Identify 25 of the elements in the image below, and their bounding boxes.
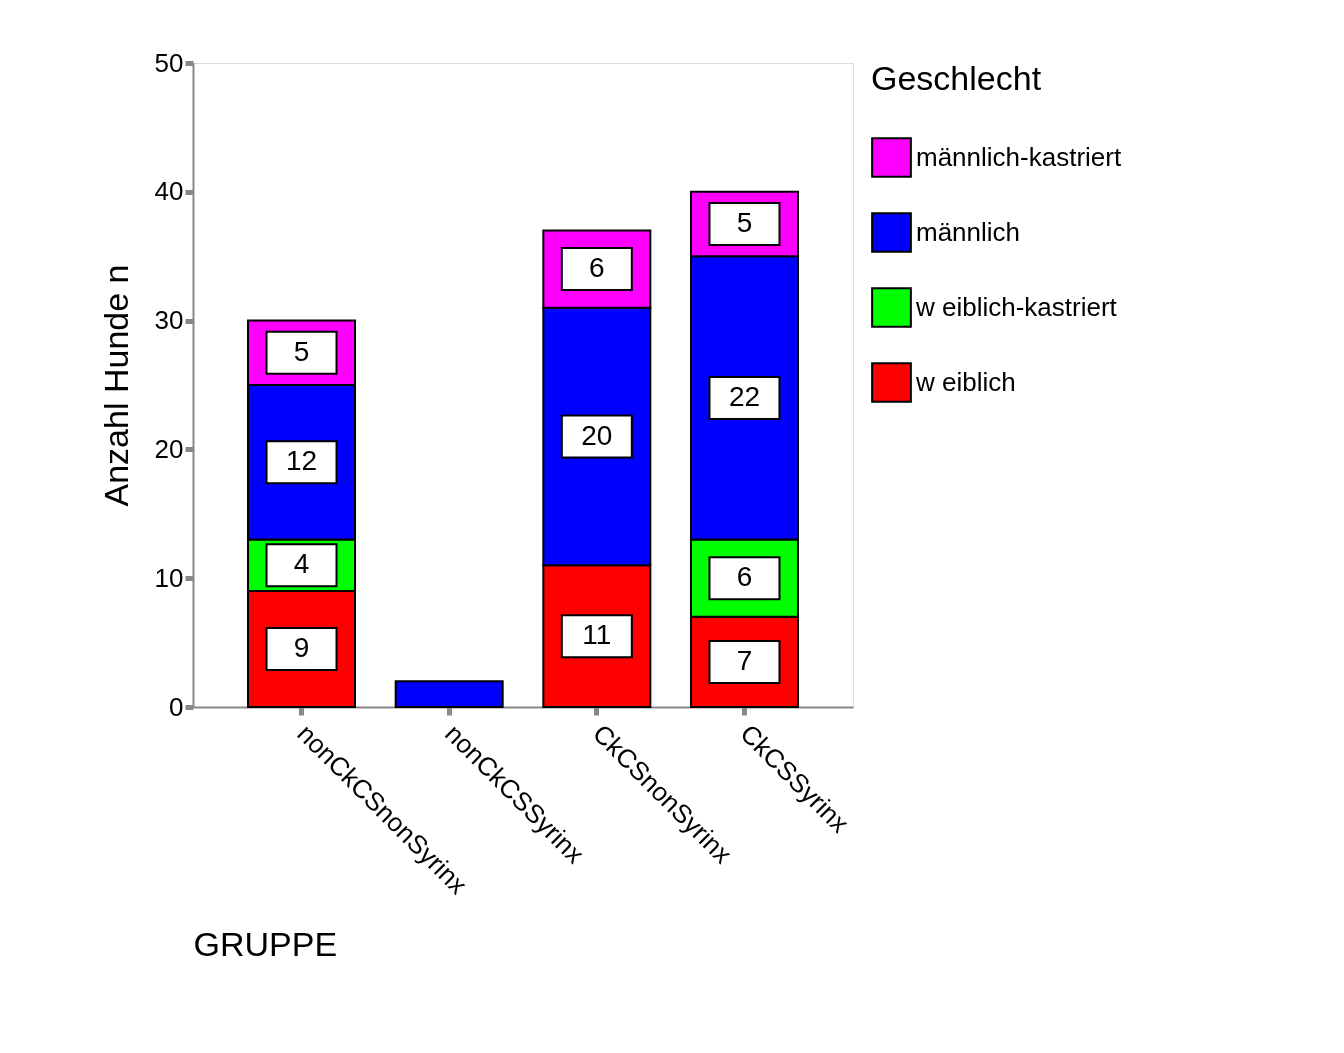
data-label: 11: [582, 619, 612, 651]
data-label: 6: [736, 561, 753, 593]
y-tick-label: 0: [169, 691, 184, 722]
data-label: 22: [728, 380, 761, 412]
legend-label: w eiblich: [915, 366, 1016, 397]
data-label: 9: [293, 632, 310, 664]
x-axis-title: GRUPPE: [193, 925, 338, 964]
legend-label: männlich: [916, 216, 1021, 247]
legend-label: männlich-kastriert: [916, 141, 1122, 172]
data-label: 6: [589, 252, 605, 284]
data-label: 7: [736, 644, 753, 676]
y-tick-label: 10: [154, 562, 184, 593]
data-label: 5: [736, 207, 753, 238]
data-label: 12: [285, 445, 318, 477]
legend-title: Geschlecht: [871, 59, 1042, 97]
y-axis-title: Anzahl Hunde n: [96, 264, 135, 507]
y-tick-label: 30: [154, 305, 184, 336]
data-label: 5: [293, 335, 310, 367]
y-tick-label: 20: [154, 433, 184, 464]
bar: [394, 680, 504, 708]
y-tick-label: 40: [154, 176, 184, 207]
legend-label: w eiblich-kastriert: [915, 291, 1118, 322]
data-label: 20: [581, 419, 613, 451]
data-label: 4: [293, 548, 310, 580]
y-tick-label: 50: [154, 47, 184, 78]
